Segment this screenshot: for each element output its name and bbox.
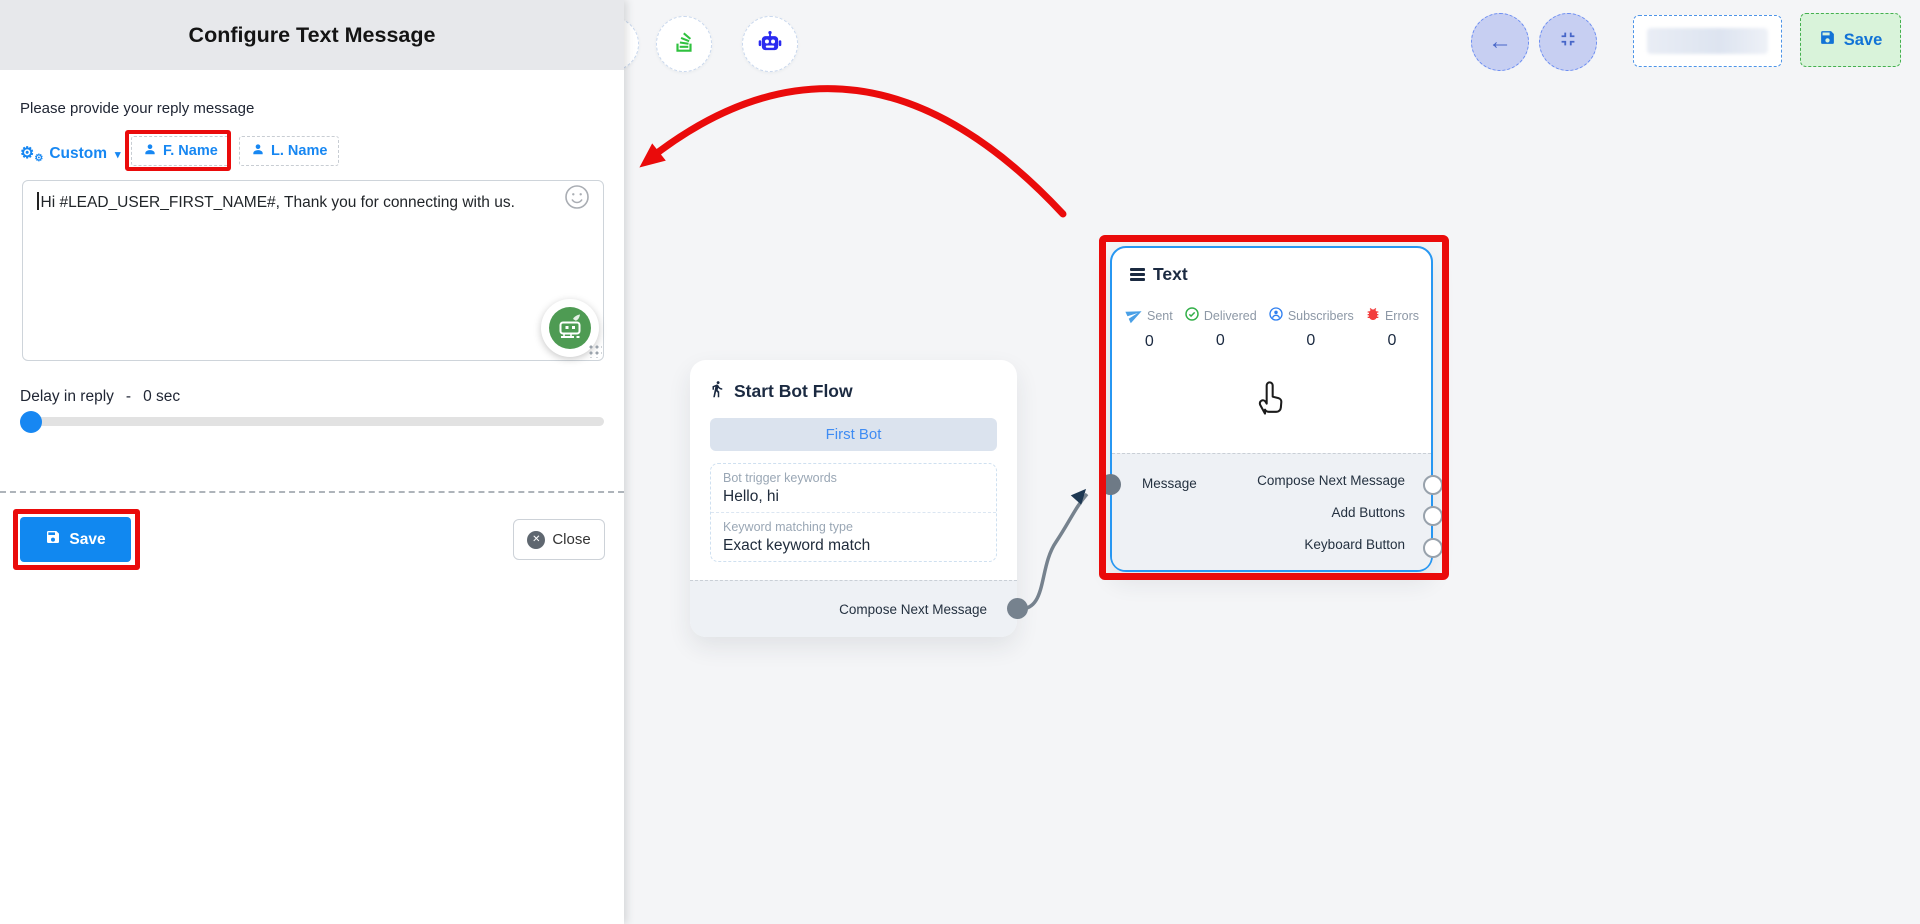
stack-icon (671, 29, 697, 60)
first-bot-button[interactable]: First Bot (710, 418, 997, 451)
panel-divider (0, 491, 624, 493)
start-node-header: Start Bot Flow (708, 380, 853, 403)
connection-arrowhead (1070, 488, 1087, 505)
message-input[interactable]: Hi #LEAD_USER_FIRST_NAME#, Thank you for… (22, 180, 604, 361)
canvas-save-button[interactable]: Save (1800, 13, 1901, 67)
errors-bug-icon (1365, 306, 1381, 325)
delay-label-row: Delay in reply - 0 sec (20, 388, 181, 405)
node-connection-line (1016, 492, 1089, 611)
trigger-keywords-field: Bot trigger keywords Hello, hi (723, 471, 837, 505)
stat-delivered: Delivered 0 (1184, 306, 1257, 351)
bot-button[interactable] (742, 16, 798, 72)
add-buttons-out-port[interactable] (1423, 506, 1443, 526)
chevron-down-icon: ▾ (115, 148, 121, 161)
red-annotation-arrow (644, 85, 1067, 218)
text-node-title: Text (1153, 264, 1188, 284)
close-button[interactable]: ✕ Close (513, 519, 605, 560)
stat-subscribers: Subscribers 0 (1268, 306, 1354, 351)
red-arrow-head (639, 143, 666, 168)
start-node-fields: Bot trigger keywords Hello, hi Keyword m… (710, 463, 997, 562)
configure-panel: Configure Text Message Please provide yo… (0, 0, 624, 924)
gear-small-icon: ⚙ (34, 152, 44, 164)
walking-person-icon (708, 380, 726, 403)
delay-slider-handle[interactable] (20, 411, 42, 433)
compose-next-message-out-port[interactable] (1423, 475, 1443, 495)
message-input-port[interactable] (1100, 474, 1121, 495)
matching-type-field: Keyword matching type Exact keyword matc… (711, 512, 996, 561)
panel-header: Configure Text Message (0, 0, 624, 70)
flow-name-input[interactable] (1633, 15, 1782, 67)
back-arrow-icon: ← (1488, 28, 1512, 55)
resize-grip[interactable] (588, 344, 602, 358)
green-robot-icon (549, 307, 591, 349)
drag-handle-icon[interactable] (1130, 268, 1145, 281)
delay-slider-track[interactable] (20, 417, 604, 426)
save-disk-icon (1819, 29, 1836, 51)
compose-next-message-port[interactable] (1007, 598, 1028, 619)
text-message-node[interactable]: Text Sent 0 Delivered (1100, 246, 1443, 572)
delivered-check-icon (1184, 306, 1200, 325)
reply-message-prompt: Please provide your reply message (20, 100, 255, 117)
text-node-header: Text (1130, 264, 1188, 285)
emoji-picker-icon[interactable] (564, 184, 590, 210)
stack-flow-button[interactable] (656, 16, 712, 72)
back-button[interactable]: ← (1471, 13, 1529, 71)
keyboard-button-out-port[interactable] (1423, 538, 1443, 558)
person-icon (143, 142, 157, 160)
custom-token-dropdown[interactable]: ⚙ ⚙ Custom ▾ (20, 145, 121, 164)
person-icon (251, 142, 265, 160)
gears-icon: ⚙ (20, 145, 35, 162)
robot-icon (756, 28, 784, 61)
redacted-flow-name (1647, 28, 1768, 54)
start-bot-flow-node[interactable]: Start Bot Flow First Bot Bot trigger key… (690, 360, 1028, 637)
text-node-footer (1112, 453, 1431, 570)
panel-title: Configure Text Message (188, 22, 436, 47)
subscribers-person-icon (1268, 306, 1284, 325)
close-icon: ✕ (527, 530, 546, 549)
text-node-stats: Sent 0 Delivered 0 (1125, 306, 1419, 351)
fit-view-button[interactable] (1539, 13, 1597, 71)
message-input-label: Message (1142, 476, 1197, 491)
text-cursor (37, 192, 39, 210)
start-node-title: Start Bot Flow (734, 381, 853, 401)
last-name-token-button[interactable]: L. Name (239, 136, 340, 166)
delay-value: 0 sec (143, 388, 181, 405)
save-button[interactable]: Save (20, 517, 131, 562)
compress-icon (1557, 28, 1579, 57)
start-node-footer: Compose Next Message (690, 580, 1017, 637)
sent-paperplane-icon (1125, 306, 1143, 326)
stat-sent: Sent 0 (1125, 306, 1173, 351)
save-disk-icon (45, 529, 61, 550)
first-name-token-button[interactable]: F. Name (131, 136, 230, 166)
stat-errors: Errors 0 (1365, 306, 1419, 351)
